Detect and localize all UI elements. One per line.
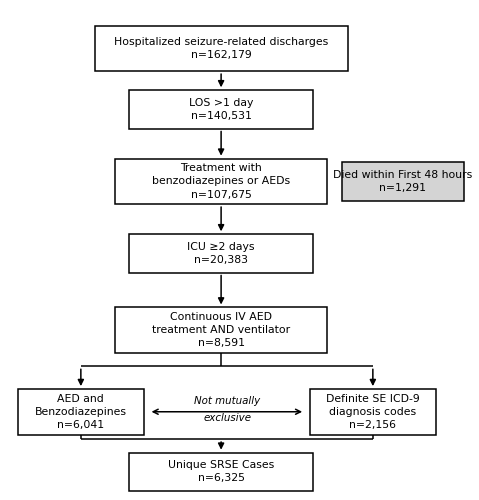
Text: Continuous IV AED
treatment AND ventilator
n=8,591: Continuous IV AED treatment AND ventilat…	[152, 312, 290, 348]
Text: Treatment with
benzodiazepines or AEDs
n=107,675: Treatment with benzodiazepines or AEDs n…	[152, 163, 290, 200]
FancyBboxPatch shape	[115, 158, 327, 204]
Text: Hospitalized seizure-related discharges
n=162,179: Hospitalized seizure-related discharges …	[114, 37, 328, 60]
FancyBboxPatch shape	[115, 308, 327, 353]
FancyBboxPatch shape	[129, 90, 313, 128]
FancyBboxPatch shape	[129, 234, 313, 272]
Text: Not mutually: Not mutually	[194, 396, 260, 406]
Text: Died within First 48 hours
n=1,291: Died within First 48 hours n=1,291	[333, 170, 472, 193]
Text: AED and
Benzodiazepines
n=6,041: AED and Benzodiazepines n=6,041	[35, 394, 127, 430]
Text: ICU ≥2 days
n=20,383: ICU ≥2 days n=20,383	[187, 242, 255, 265]
FancyBboxPatch shape	[95, 26, 348, 71]
Text: exclusive: exclusive	[203, 412, 251, 422]
Text: LOS >1 day
n=140,531: LOS >1 day n=140,531	[189, 98, 253, 121]
Text: Unique SRSE Cases
n=6,325: Unique SRSE Cases n=6,325	[168, 460, 274, 483]
FancyBboxPatch shape	[309, 389, 436, 434]
FancyBboxPatch shape	[18, 389, 144, 434]
Text: Definite SE ICD-9
diagnosis codes
n=2,156: Definite SE ICD-9 diagnosis codes n=2,15…	[326, 394, 420, 430]
FancyBboxPatch shape	[129, 452, 313, 491]
FancyBboxPatch shape	[342, 162, 464, 200]
